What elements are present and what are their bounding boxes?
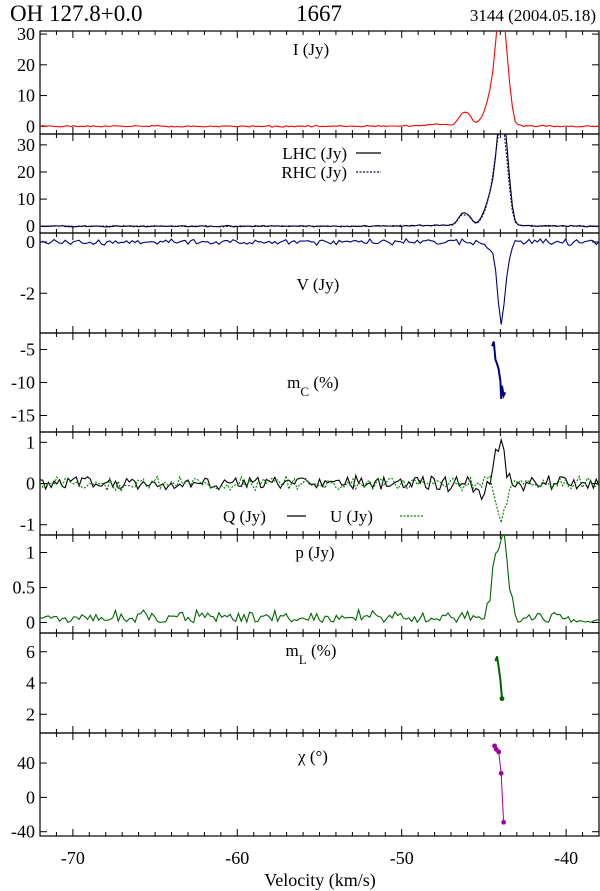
x-axis-label: Velocity (km/s) (264, 870, 375, 891)
panel-label: mL (%) (286, 641, 337, 667)
y-tick-label: 40 (17, 753, 35, 773)
series-line-LHC (40, 134, 599, 228)
y-tick-label: 0.5 (13, 578, 36, 598)
y-tick-label: 1 (26, 432, 35, 452)
y-tick-label: 30 (17, 24, 35, 44)
data-point (496, 749, 502, 755)
data-point (499, 696, 505, 702)
y-tick-label: 2 (26, 704, 35, 724)
epoch-label: 3144 (2004.05.18) (469, 6, 596, 25)
y-tick-label: 0 (26, 787, 35, 807)
y-tick-label: 10 (17, 86, 35, 106)
y-tick-label: -40 (11, 822, 35, 842)
y-tick-label: 1 (26, 543, 35, 563)
legend-label: RHC (Jy) (281, 163, 347, 182)
y-tick-label: -15 (11, 406, 35, 426)
panel-label: V (Jy) (297, 275, 340, 294)
y-tick-label: 0 (26, 216, 35, 236)
series-line-mL (494, 656, 503, 699)
data-point (501, 819, 507, 825)
y-tick-label: -2 (20, 283, 35, 303)
x-tick-label: -50 (390, 848, 414, 868)
legend-label: U (Jy) (330, 507, 373, 526)
panel-chi: 40 0 -40 χ (°) (11, 732, 600, 842)
y-tick-label: -10 (11, 373, 35, 393)
panel-label: I (Jy) (293, 40, 329, 59)
panel-QU: 1 0 -1 Q (Jy) U (Jy) (20, 431, 600, 536)
series-line-p (40, 535, 599, 624)
y-tick-label: -5 (20, 340, 35, 360)
data-point (498, 770, 504, 776)
y-tick-label: 0 (26, 116, 35, 136)
y-tick-label: -1 (20, 515, 35, 535)
series-line-RHC (40, 134, 599, 228)
panel-label: p (Jy) (295, 543, 334, 562)
series-line-U (40, 475, 599, 523)
legend-label: LHC (Jy) (282, 144, 347, 163)
panel-mC: -5 -10 -15 mC (%) (11, 332, 600, 433)
panel-mL: 6 4 2 mL (%) (26, 632, 600, 734)
series-line-chi (494, 745, 505, 823)
series-line-I (40, 31, 599, 128)
y-tick-label: 6 (26, 642, 35, 662)
panel-label: χ (°) (297, 747, 328, 766)
panel-frame (39, 431, 600, 536)
y-tick-label: 20 (17, 162, 35, 182)
panel-I: 0 10 20 30 I (Jy) (17, 24, 600, 136)
panel-V: 0 -2 V (Jy) (20, 232, 600, 334)
frequency-label: 1667 (296, 1, 342, 26)
series-line-mC (491, 341, 507, 400)
panel-label: mC (%) (287, 373, 339, 399)
series-line-V (40, 237, 599, 325)
y-tick-label: 0 (26, 613, 35, 633)
y-tick-label: 10 (17, 189, 35, 209)
x-tick-label: -60 (225, 848, 249, 868)
x-tick-label: -40 (554, 848, 578, 868)
y-tick-label: 30 (17, 135, 35, 155)
x-tick-label: -70 (61, 848, 85, 868)
panel-p: 1 0.5 0 p (Jy) (13, 534, 600, 634)
y-tick-label: 0 (26, 474, 35, 494)
source-name: OH 127.8+0.0 (10, 1, 143, 26)
legend-label: Q (Jy) (223, 507, 266, 526)
y-tick-label: 4 (26, 673, 35, 693)
y-tick-label: 20 (17, 55, 35, 75)
series-line-Q (40, 437, 599, 501)
y-tick-label: 0 (26, 232, 35, 252)
